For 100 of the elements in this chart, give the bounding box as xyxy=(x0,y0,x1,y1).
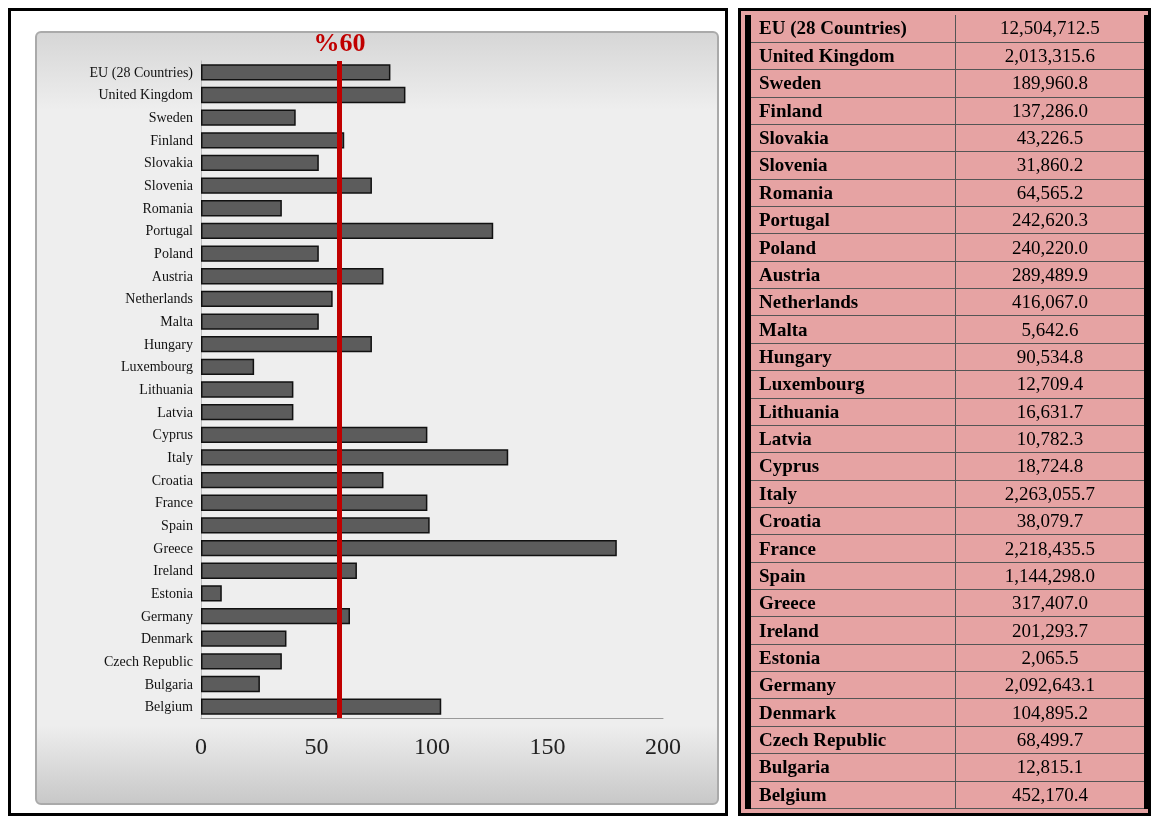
bar xyxy=(201,336,372,353)
y-tick-label: Spain xyxy=(161,517,193,533)
bar xyxy=(201,562,357,579)
y-tick-label: Belgium xyxy=(144,699,194,715)
category-label: Poland xyxy=(751,233,956,262)
y-tick-label: Croatia xyxy=(151,472,194,488)
category-label: France xyxy=(751,534,956,563)
bar xyxy=(201,200,282,217)
data-label: 18,724.8 xyxy=(955,452,1144,481)
data-label: 90,534.8 xyxy=(955,343,1144,371)
bar xyxy=(201,132,345,149)
x-tick-label: 50 xyxy=(304,733,329,759)
data-label: 104,895.2 xyxy=(955,698,1144,727)
data-label: 416,067.0 xyxy=(955,288,1144,316)
x-tick-label: 100 xyxy=(414,733,450,759)
y-tick-label: Latvia xyxy=(157,404,194,420)
data-label: 201,293.7 xyxy=(955,616,1144,645)
y-tick-label: Malta xyxy=(160,314,194,330)
data-label: 38,079.7 xyxy=(955,507,1144,535)
data-label: 2,263,055.7 xyxy=(955,480,1144,508)
bar xyxy=(201,471,384,489)
data-label: 289,489.9 xyxy=(955,261,1144,289)
category-label: Croatia xyxy=(751,507,956,535)
y-tick-label: Finland xyxy=(150,132,193,148)
category-label: Cyprus xyxy=(751,452,956,481)
category-label: Latvia xyxy=(751,425,956,453)
category-label: Romania xyxy=(751,179,956,207)
y-tick-label: Denmark xyxy=(140,631,193,647)
category-label: Italy xyxy=(751,480,956,508)
y-tick-label: Estonia xyxy=(151,585,194,601)
bar xyxy=(201,607,350,625)
bar xyxy=(201,109,296,126)
data-label: 10,782.3 xyxy=(955,425,1144,453)
data-label: 137,286.0 xyxy=(955,97,1144,125)
data-label: 2,065.5 xyxy=(955,644,1144,672)
data-label: 31,860.2 xyxy=(955,151,1144,180)
category-label: Lithuania xyxy=(751,398,956,426)
y-tick-label: Germany xyxy=(140,608,193,624)
ref-line-label: %60 xyxy=(313,27,366,57)
category-label: Slovenia xyxy=(751,151,956,180)
bar xyxy=(201,539,617,557)
y-tick-label: Portugal xyxy=(145,223,194,239)
bar xyxy=(201,154,319,172)
bar xyxy=(201,381,294,398)
x-tick-label: 150 xyxy=(529,733,566,759)
category-label: Slovakia xyxy=(751,124,956,152)
bar xyxy=(201,245,319,262)
bar xyxy=(201,358,255,375)
category-label: Hungary xyxy=(751,343,956,371)
data-label: 12,815.1 xyxy=(955,753,1144,782)
data-label: 12,709.4 xyxy=(955,370,1144,399)
data-label: 2,092,643.1 xyxy=(955,671,1144,699)
category-label: Portugal xyxy=(751,206,956,234)
category-label: Sweden xyxy=(751,69,956,98)
x-tick-label: 200 xyxy=(645,733,681,759)
bar xyxy=(201,675,260,693)
data-label: 68,499.7 xyxy=(955,726,1144,754)
category-label: Malta xyxy=(751,315,956,344)
data-label: 1,144,298.0 xyxy=(955,562,1144,590)
bar xyxy=(201,653,282,670)
category-label: Ireland xyxy=(751,616,956,645)
category-label: Bulgaria xyxy=(751,753,956,782)
category-label: Belgium xyxy=(751,781,956,809)
data-label: 240,220.0 xyxy=(955,233,1144,262)
data-label: 2,013,315.6 xyxy=(955,42,1144,70)
y-tick-label: Hungary xyxy=(144,336,193,352)
y-tick-label: Romania xyxy=(142,200,194,216)
data-label: 64,565.2 xyxy=(955,179,1144,207)
data-label: 317,407.0 xyxy=(955,589,1144,617)
bar xyxy=(201,449,509,466)
y-tick-label: Czech Republic xyxy=(103,653,193,669)
category-label: Greece xyxy=(751,589,956,617)
y-tick-label: Lithuania xyxy=(139,382,194,397)
bar xyxy=(201,222,494,240)
category-label: Netherlands xyxy=(751,288,956,316)
y-tick-label: Slovakia xyxy=(144,155,194,171)
data-label: 242,620.3 xyxy=(955,206,1144,234)
category-label: Finland xyxy=(751,97,956,125)
category-label: United Kingdom xyxy=(751,42,956,70)
y-tick-label: Luxembourg xyxy=(120,359,193,375)
y-tick-label: Bulgaria xyxy=(144,676,194,692)
y-tick-label: Poland xyxy=(154,246,193,262)
bar xyxy=(201,268,384,285)
bar xyxy=(201,630,287,647)
bar xyxy=(201,517,430,534)
bar xyxy=(201,177,372,194)
data-label: 16,631.7 xyxy=(955,398,1144,426)
bar xyxy=(201,404,294,421)
y-tick-label: Cyprus xyxy=(152,427,193,443)
bar xyxy=(201,585,222,602)
category-label: Austria xyxy=(751,261,956,289)
y-tick-label: Italy xyxy=(167,449,193,465)
bar xyxy=(201,426,428,443)
y-tick-label: Ireland xyxy=(153,563,193,579)
data-label: 12,504,712.5 xyxy=(955,15,1144,43)
data-label: 189,960.8 xyxy=(955,69,1144,98)
y-tick-label: United Kingdom xyxy=(98,87,194,103)
data-label: 43,226.5 xyxy=(955,124,1144,152)
y-tick-label: Greece xyxy=(153,540,193,556)
bar xyxy=(201,86,406,104)
